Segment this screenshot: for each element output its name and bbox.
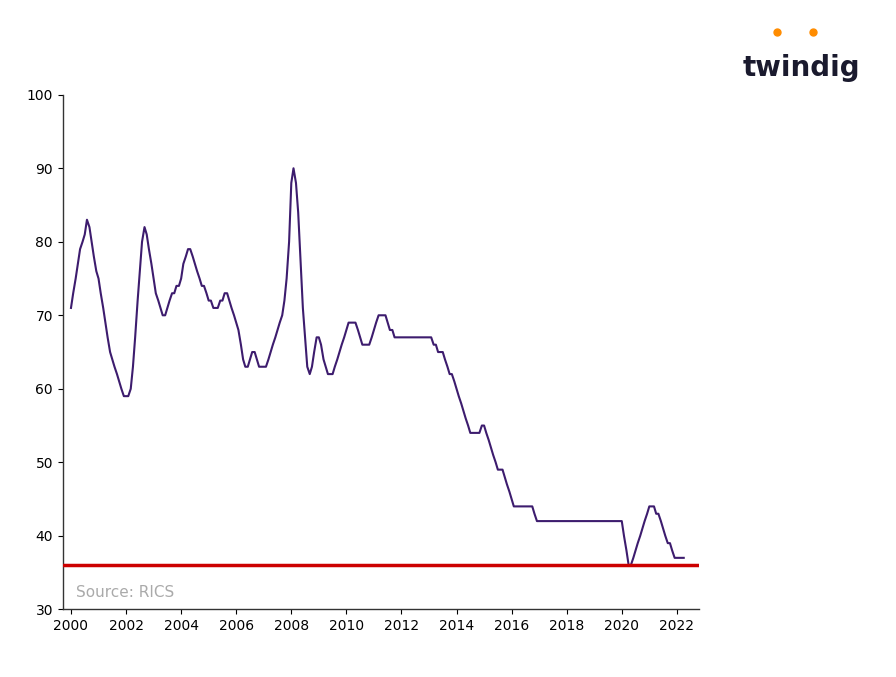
Text: Average Stocks Per Surveyor (Branch): Average Stocks Per Surveyor (Branch) [214, 63, 573, 81]
Text: Level: Level [88, 64, 134, 79]
Text: twindig: twindig [743, 53, 861, 82]
Text: Source: RICS: Source: RICS [76, 586, 175, 600]
